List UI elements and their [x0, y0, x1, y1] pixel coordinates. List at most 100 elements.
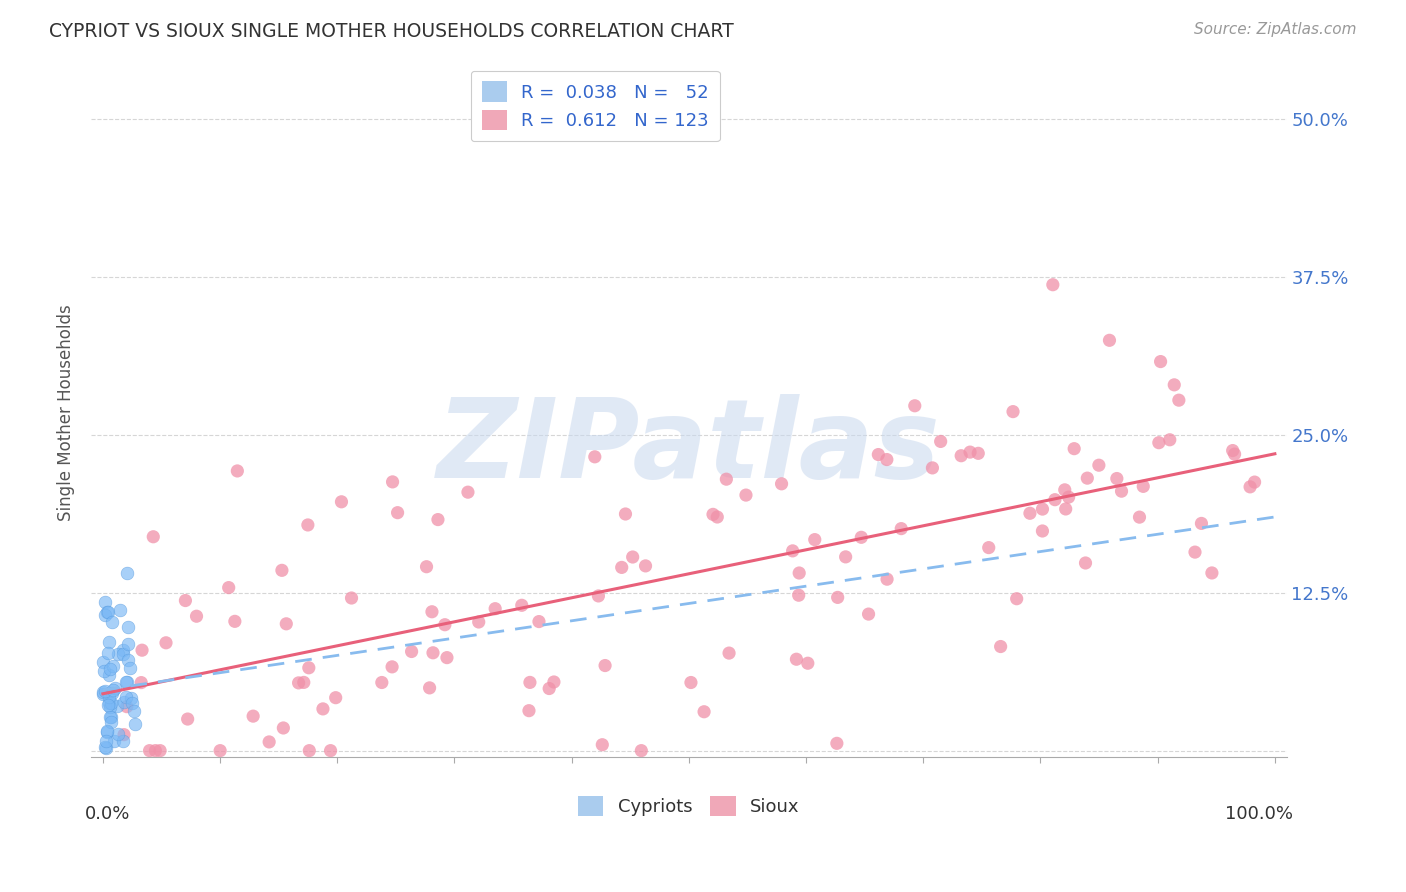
Point: [186, 609, 208, 624]
Point: [1074, 556, 1097, 570]
Point: [1031, 502, 1053, 516]
Point: [1184, 545, 1206, 559]
Point: [543, 675, 565, 690]
Point: [588, 589, 610, 603]
Point: [94, 594, 117, 608]
Point: [634, 558, 657, 573]
Point: [101, 615, 124, 629]
Point: [527, 615, 550, 629]
Point: [209, 744, 232, 758]
Point: [115, 690, 138, 705]
Point: [97, 605, 120, 619]
Point: [457, 485, 479, 500]
Point: [1054, 502, 1077, 516]
Point: [1243, 475, 1265, 489]
Point: [100, 710, 122, 724]
Point: [706, 510, 728, 524]
Point: [591, 738, 613, 752]
Y-axis label: Single Mother Households: Single Mother Households: [58, 304, 75, 521]
Point: [107, 648, 129, 662]
Point: [1031, 524, 1053, 538]
Point: [96, 740, 118, 755]
Point: [467, 615, 489, 629]
Point: [1076, 471, 1098, 485]
Point: [1239, 480, 1261, 494]
Point: [858, 607, 880, 621]
Text: 100.0%: 100.0%: [1225, 805, 1292, 823]
Point: [433, 617, 456, 632]
Point: [124, 717, 146, 731]
Point: [129, 675, 152, 690]
Point: [1223, 447, 1246, 461]
Point: [381, 660, 404, 674]
Point: [312, 702, 335, 716]
Point: [107, 727, 129, 741]
Point: [98, 699, 121, 714]
Point: [142, 530, 165, 544]
Point: [297, 518, 319, 533]
Point: [105, 699, 128, 714]
Point: [103, 734, 125, 748]
Point: [787, 566, 810, 580]
Point: [679, 675, 702, 690]
Point: [97, 635, 120, 649]
Point: [510, 599, 533, 613]
Point: [1149, 354, 1171, 368]
Point: [1019, 506, 1042, 520]
Point: [825, 736, 848, 750]
Point: [91, 687, 114, 701]
Point: [630, 744, 652, 758]
Point: [273, 721, 295, 735]
Point: [621, 549, 644, 564]
Point: [517, 704, 540, 718]
Point: [797, 657, 820, 671]
Point: [149, 744, 172, 758]
Point: [124, 704, 146, 718]
Point: [112, 728, 135, 742]
Point: [176, 712, 198, 726]
Point: [242, 709, 264, 723]
Point: [1105, 471, 1128, 485]
Point: [138, 744, 160, 758]
Text: Source: ZipAtlas.com: Source: ZipAtlas.com: [1194, 22, 1357, 37]
Text: 0.0%: 0.0%: [86, 805, 131, 823]
Point: [96, 725, 118, 739]
Point: [287, 676, 309, 690]
Point: [257, 735, 280, 749]
Point: [693, 705, 716, 719]
Point: [117, 636, 139, 650]
Point: [117, 653, 139, 667]
Point: [224, 615, 246, 629]
Point: [422, 646, 444, 660]
Point: [876, 452, 898, 467]
Point: [1005, 591, 1028, 606]
Point: [702, 508, 724, 522]
Point: [921, 461, 943, 475]
Point: [426, 512, 449, 526]
Point: [97, 698, 120, 712]
Point: [950, 449, 973, 463]
Point: [1222, 443, 1244, 458]
Point: [91, 685, 114, 699]
Point: [787, 588, 810, 602]
Point: [98, 667, 121, 681]
Point: [868, 448, 890, 462]
Point: [770, 476, 793, 491]
Point: [1057, 490, 1080, 504]
Point: [419, 681, 441, 695]
Point: [94, 607, 117, 622]
Point: [827, 591, 849, 605]
Point: [401, 644, 423, 658]
Point: [298, 661, 321, 675]
Point: [387, 506, 409, 520]
Point: [610, 560, 633, 574]
Point: [340, 591, 363, 605]
Point: [436, 650, 458, 665]
Point: [100, 714, 122, 729]
Point: [718, 646, 741, 660]
Point: [292, 675, 315, 690]
Point: [120, 691, 142, 706]
Point: [583, 450, 606, 464]
Point: [103, 659, 125, 673]
Point: [131, 643, 153, 657]
